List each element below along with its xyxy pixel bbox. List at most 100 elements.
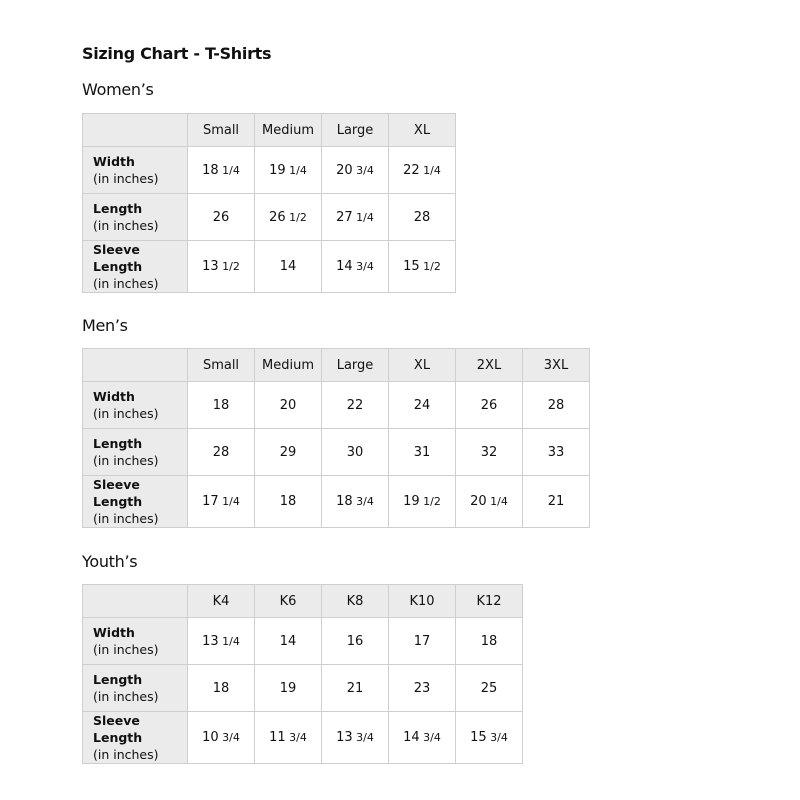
fraction-value: 3/4 (486, 731, 508, 744)
section-heading: Youth’s (82, 552, 138, 571)
measurement-label: Width (93, 154, 135, 169)
whole-value: 29 (279, 444, 297, 460)
size-header: Medium (254, 348, 322, 382)
size-header: 2XL (455, 348, 523, 382)
size-header: Large (321, 348, 389, 382)
page-title: Sizing Chart - T-Shirts (82, 44, 272, 63)
header-row: Small Medium Large XL 2XL 3XL (82, 348, 590, 382)
row-header: Width (in inches) (82, 617, 188, 665)
fraction-value: 1/4 (218, 163, 240, 177)
fraction-value: 1/2 (218, 260, 240, 273)
table-row: Sleeve Length (in inches) 17 1/4 18 18 3/4 19… (82, 475, 590, 528)
fraction-value: 1/4 (218, 634, 240, 648)
size-header: K4 (187, 584, 255, 618)
value-cell: 30 (321, 428, 389, 476)
fraction-value: 1/2 (419, 495, 441, 508)
value-cell: 20 (254, 381, 322, 429)
table-row: Sleeve Length (in inches) 10 3/4 11 3/4 13 3… (82, 711, 523, 764)
whole-value: 21 (346, 680, 364, 696)
fraction-value: 1/2 (419, 260, 441, 273)
whole-value: 22 (346, 397, 364, 413)
fraction-value: 1/4 (218, 495, 240, 508)
whole-value: 18 (202, 162, 219, 178)
fraction-value: 1/4 (285, 163, 307, 177)
size-header: Small (187, 113, 255, 147)
whole-value: 33 (547, 444, 565, 460)
value-cell: 17 1/4 (187, 475, 255, 528)
value-cell: 18 (187, 381, 255, 429)
fraction-value: 3/4 (352, 731, 374, 744)
whole-value: 19 (269, 162, 286, 178)
whole-value: 16 (346, 633, 364, 649)
whole-value: 18 (279, 494, 297, 509)
table-row: Width (in inches) 18 20 22 24 26 28 (82, 381, 590, 429)
size-header: XL (388, 348, 456, 382)
unit-label: (in inches) (93, 511, 159, 526)
value-cell: 14 3/4 (321, 240, 389, 293)
whole-value: 30 (346, 444, 364, 460)
size-header: Large (321, 113, 389, 147)
value-cell: 26 (187, 193, 255, 241)
whole-value: 13 (202, 633, 219, 649)
unit-label: (in inches) (93, 218, 159, 233)
whole-value: 19 (279, 680, 297, 696)
value-cell: 17 (388, 617, 456, 665)
value-cell: 13 1/4 (187, 617, 255, 665)
whole-value: 20 (470, 494, 487, 509)
size-header: K10 (388, 584, 456, 618)
value-cell: 27 1/4 (321, 193, 389, 241)
whole-value: 20 (279, 397, 297, 413)
value-cell: 22 1/4 (388, 146, 456, 194)
value-cell: 26 (455, 381, 523, 429)
whole-value: 14 (336, 259, 353, 274)
measurement-label: Length (93, 672, 143, 687)
value-cell: 16 (321, 617, 389, 665)
whole-value: 17 (202, 494, 219, 509)
table-row: Width (in inches) 18 1/4 19 1/4 20 3/4 22 1/4 (82, 146, 456, 194)
value-cell: 13 1/2 (187, 240, 255, 293)
value-cell: 28 (522, 381, 590, 429)
value-cell: 14 (254, 617, 322, 665)
row-header: Sleeve Length (in inches) (82, 240, 188, 293)
fraction-value: 3/4 (218, 731, 240, 744)
value-cell: 23 (388, 664, 456, 712)
value-cell: 15 3/4 (455, 711, 523, 764)
whole-value: 25 (480, 680, 498, 696)
value-cell: 18 (187, 664, 255, 712)
value-cell: 15 1/2 (388, 240, 456, 293)
size-table: Small Medium Large XL 2XL 3XL Width (in inches)… (82, 348, 590, 528)
measurement-label: Width (93, 389, 135, 404)
whole-value: 31 (413, 444, 431, 460)
size-table: K4 K6 K8 K10 K12 Width (in inches) 13 1/4 14 16 17… (82, 584, 523, 764)
whole-value: 21 (547, 494, 565, 509)
whole-value: 24 (413, 397, 431, 413)
value-cell: 28 (187, 428, 255, 476)
value-cell: 19 (254, 664, 322, 712)
size-header: Medium (254, 113, 322, 147)
fraction-value: 1/4 (419, 163, 441, 177)
size-header: K12 (455, 584, 523, 618)
size-header: 3XL (522, 348, 590, 382)
whole-value: 27 (336, 209, 353, 225)
value-cell: 32 (455, 428, 523, 476)
unit-label: (in inches) (93, 642, 159, 657)
fraction-value: 3/4 (419, 731, 441, 744)
whole-value: 17 (413, 633, 431, 649)
value-cell: 22 (321, 381, 389, 429)
row-header: Length (in inches) (82, 193, 188, 241)
whole-value: 26 (269, 209, 286, 225)
size-header: XL (388, 113, 456, 147)
measurement-label: Length (93, 436, 143, 451)
whole-value: 14 (403, 730, 420, 745)
fraction-value: 3/4 (285, 731, 307, 744)
fraction-value: 1/2 (285, 210, 307, 224)
value-cell: 11 3/4 (254, 711, 322, 764)
value-cell: 18 3/4 (321, 475, 389, 528)
value-cell: 33 (522, 428, 590, 476)
value-cell: 18 1/4 (187, 146, 255, 194)
size-header: K8 (321, 584, 389, 618)
whole-value: 18 (212, 397, 230, 413)
whole-value: 26 (480, 397, 498, 413)
measurement-label: Sleeve Length (93, 713, 143, 745)
value-cell: 21 (522, 475, 590, 528)
